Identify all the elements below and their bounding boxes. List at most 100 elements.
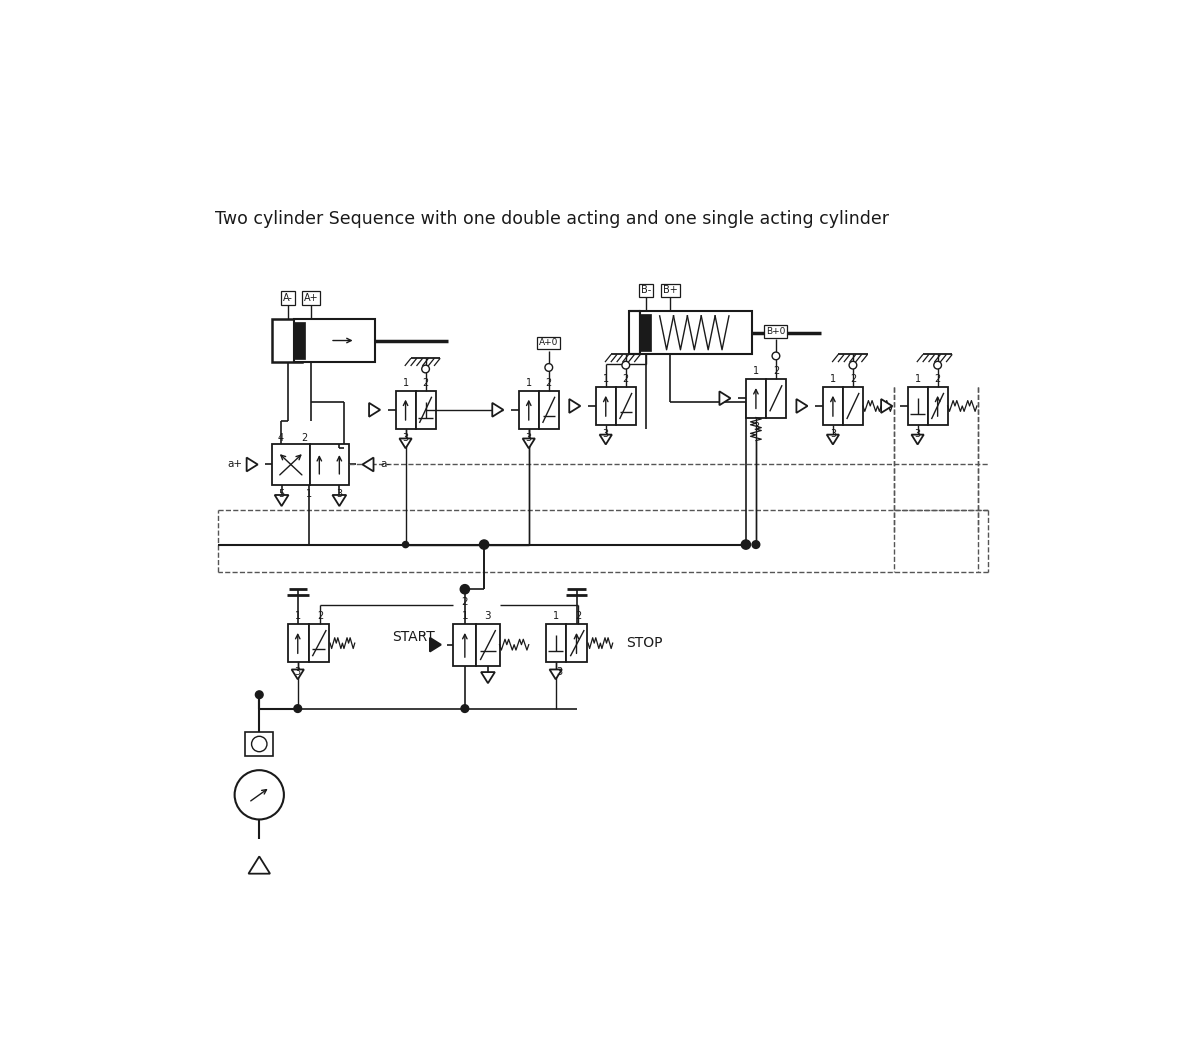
Bar <box>539 390 559 429</box>
Polygon shape <box>370 403 380 416</box>
Polygon shape <box>400 438 412 449</box>
Polygon shape <box>247 458 258 472</box>
Circle shape <box>545 363 553 372</box>
Bar <box>566 624 587 662</box>
Circle shape <box>402 541 409 548</box>
Circle shape <box>256 691 263 699</box>
Text: 2: 2 <box>623 374 629 384</box>
Circle shape <box>772 352 780 360</box>
Text: 1: 1 <box>462 611 468 621</box>
Text: 3: 3 <box>336 489 342 499</box>
Circle shape <box>934 361 942 369</box>
Polygon shape <box>720 391 731 405</box>
Text: 3: 3 <box>830 430 836 439</box>
Text: 1: 1 <box>402 378 409 388</box>
Bar <box>842 386 863 425</box>
Text: 1: 1 <box>830 374 836 384</box>
Text: 3: 3 <box>557 666 563 677</box>
Polygon shape <box>481 672 494 683</box>
Bar <box>928 386 948 425</box>
Text: 3: 3 <box>485 611 491 621</box>
Polygon shape <box>275 494 288 506</box>
Text: 1: 1 <box>306 489 312 499</box>
Circle shape <box>461 585 469 593</box>
Text: 4: 4 <box>277 433 284 443</box>
Bar <box>271 445 310 484</box>
Polygon shape <box>797 399 808 413</box>
Polygon shape <box>523 438 535 449</box>
Bar <box>518 390 539 429</box>
Text: 2: 2 <box>773 366 779 376</box>
Bar <box>907 386 928 425</box>
Text: 1: 1 <box>526 378 532 388</box>
Text: 5: 5 <box>278 489 284 499</box>
Text: 2: 2 <box>935 374 941 384</box>
Bar <box>308 624 329 662</box>
Text: A+: A+ <box>304 294 318 303</box>
Polygon shape <box>492 403 503 416</box>
Polygon shape <box>332 494 347 506</box>
Bar <box>476 624 499 666</box>
Bar <box>823 386 842 425</box>
Polygon shape <box>362 458 373 472</box>
Bar <box>310 445 348 484</box>
Bar <box>641 311 752 354</box>
Circle shape <box>742 540 750 550</box>
Circle shape <box>622 361 630 369</box>
Bar <box>595 386 616 425</box>
Text: 3: 3 <box>914 430 920 439</box>
Text: 3: 3 <box>602 430 608 439</box>
Text: 2: 2 <box>575 611 581 621</box>
Bar <box>288 624 308 662</box>
Text: 1: 1 <box>295 611 301 621</box>
Polygon shape <box>550 669 562 680</box>
Text: 1: 1 <box>553 611 559 621</box>
Circle shape <box>752 540 760 549</box>
Text: 3: 3 <box>752 422 758 432</box>
Bar <box>272 319 301 362</box>
Text: 3: 3 <box>402 433 409 443</box>
Text: B-: B- <box>641 285 650 296</box>
Text: B+0: B+0 <box>767 327 786 336</box>
Polygon shape <box>827 434 839 445</box>
Polygon shape <box>881 399 893 413</box>
Text: a+: a+ <box>227 459 242 469</box>
Polygon shape <box>600 434 612 445</box>
Text: B+: B+ <box>664 285 678 296</box>
Bar <box>246 732 274 757</box>
Text: 2: 2 <box>301 433 307 443</box>
Circle shape <box>850 361 857 369</box>
Bar <box>546 624 566 662</box>
Text: 3: 3 <box>295 666 301 677</box>
Circle shape <box>252 736 266 752</box>
Text: 1: 1 <box>752 366 758 376</box>
Circle shape <box>294 705 301 712</box>
Text: 2: 2 <box>317 611 323 621</box>
Polygon shape <box>912 434 924 445</box>
Text: 1: 1 <box>914 374 920 384</box>
Bar <box>294 319 374 362</box>
Text: STOP: STOP <box>626 636 664 651</box>
Bar <box>616 386 636 425</box>
Circle shape <box>235 770 284 819</box>
Text: 2: 2 <box>422 378 428 388</box>
Polygon shape <box>569 399 581 413</box>
Text: A+0: A+0 <box>539 338 558 348</box>
Bar <box>454 624 476 666</box>
Bar <box>294 322 305 359</box>
Text: 2: 2 <box>462 598 468 607</box>
Text: a-: a- <box>380 459 391 469</box>
Bar <box>641 314 652 351</box>
Text: Two cylinder Sequence with one double acting and one single acting cylinder: Two cylinder Sequence with one double ac… <box>215 209 888 228</box>
Text: A-: A- <box>283 294 293 303</box>
Text: 2: 2 <box>850 374 856 384</box>
Bar <box>746 379 766 417</box>
Bar <box>415 390 436 429</box>
Text: 2: 2 <box>546 378 552 388</box>
Polygon shape <box>292 669 304 680</box>
Circle shape <box>421 365 430 373</box>
Bar <box>629 311 641 354</box>
Text: 3: 3 <box>526 433 532 443</box>
Text: START: START <box>391 630 434 644</box>
Circle shape <box>480 540 488 550</box>
